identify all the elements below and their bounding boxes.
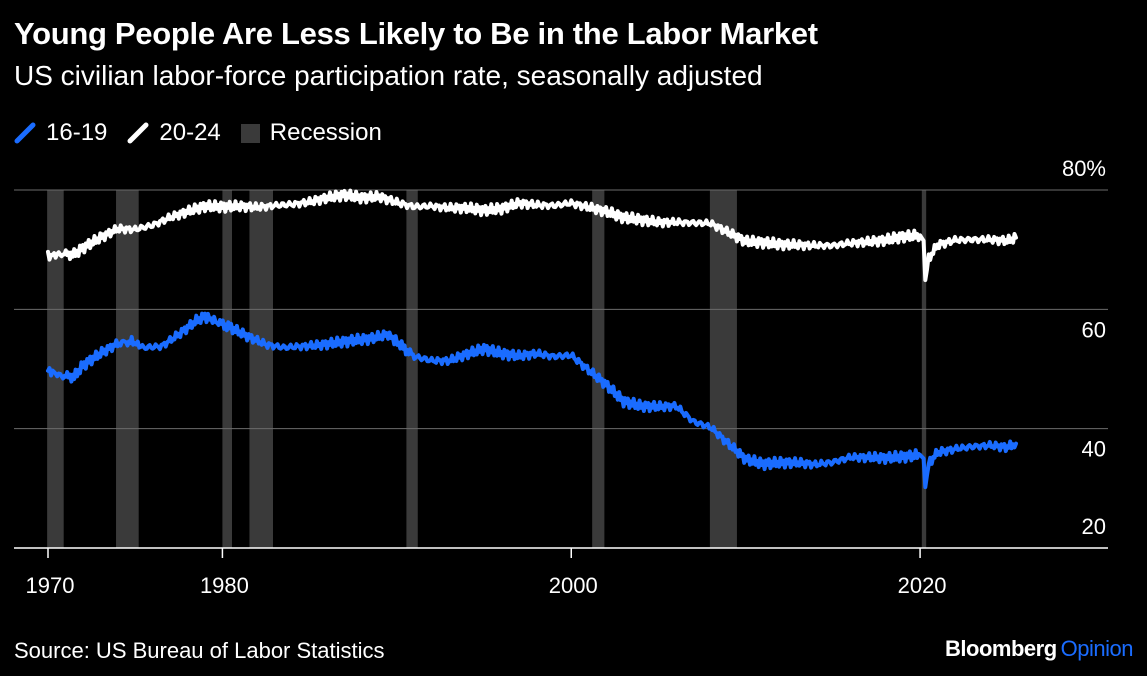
x-axis-labels: 1970 1980 2000 2020 (26, 573, 947, 598)
recession-band-2 (222, 190, 233, 548)
x-tick-label: 1980 (200, 573, 249, 598)
x-tick-label: 1970 (26, 573, 75, 598)
legend-box-icon (240, 123, 260, 143)
legend-label-recession: Recession (269, 119, 382, 146)
x-tick-label: 2020 (898, 573, 947, 598)
legend-line-icon (127, 122, 149, 144)
series-lines (46, 188, 1018, 490)
x-axis (14, 547, 1108, 558)
chart-subtitle: US civilian labor-force participation ra… (14, 60, 763, 91)
legend-label-16-19: 16-19 (46, 119, 108, 146)
recession-band-5 (592, 190, 605, 548)
x-tick-label: 2000 (549, 573, 598, 598)
chart-legend: 16-19 20-24 Recession (14, 118, 402, 148)
legend-label-20-24: 20-24 (159, 119, 221, 146)
y-tick-label: 20 (1082, 514, 1106, 539)
legend-item-recession: Recession (240, 119, 382, 147)
recession-band-6 (709, 190, 737, 548)
y-tick-label: 80% (1062, 156, 1106, 181)
legend-line-icon (14, 122, 36, 144)
gridlines (14, 189, 1108, 430)
brand-accent: Opinion (1060, 636, 1134, 661)
line-chart: 80% 60 40 20 1970 1980 2000 2020 (14, 156, 1108, 598)
series-line-16-19 (46, 311, 1018, 490)
recession-band-3 (249, 190, 273, 548)
brand-logo: Bloomberg Opinion (945, 636, 1133, 662)
legend-item-20-24: 20-24 (127, 119, 221, 147)
y-tick-label: 60 (1082, 317, 1106, 342)
recession-band-1 (116, 190, 139, 548)
y-tick-label: 40 (1082, 437, 1106, 462)
recession-band-0 (47, 190, 64, 548)
source-note: Source: US Bureau of Labor Statistics (14, 638, 385, 663)
brand-main: Bloomberg (945, 636, 1057, 661)
y-axis-labels: 80% 60 40 20 (1062, 156, 1106, 539)
recession-band-4 (406, 190, 418, 548)
recession-band-7 (921, 190, 927, 548)
legend-item-16-19: 16-19 (14, 119, 107, 147)
series-line-20-24 (46, 188, 1018, 283)
chart-title: Young People Are Less Likely to Be in th… (14, 16, 818, 51)
recession-bands (47, 190, 927, 548)
